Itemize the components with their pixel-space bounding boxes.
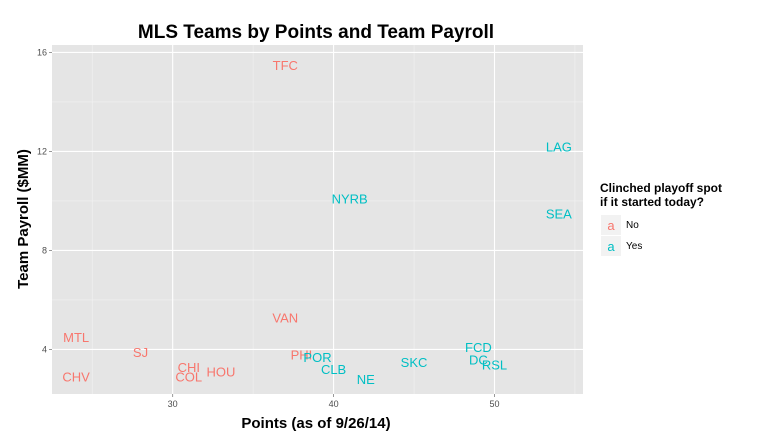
point-label-por: POR [303,350,331,365]
point-label-rsl: RSL [482,357,507,372]
x-tick-label: 40 [329,399,339,409]
legend-title-line-1: Clinched playoff spot [600,181,722,195]
point-label-lag: LAG [546,139,572,154]
chart-title: MLS Teams by Points and Team Payroll [138,22,494,43]
y-tick-label: 12 [37,146,47,156]
plot-panel-background [52,45,583,394]
point-label-col: COL [175,370,202,385]
y-tick-label: 8 [42,245,47,255]
legend-key-yes: a [607,239,615,254]
point-label-skc: SKC [401,355,428,370]
legend-title-line-2: if it started today? [600,195,704,209]
point-label-chv: CHV [62,370,90,385]
point-label-dc: DC [469,352,488,367]
point-label-sea: SEA [546,206,572,221]
y-tick-label: 16 [37,47,47,57]
legend-key-yes-bg [601,236,621,256]
legend-key-no-bg [601,215,621,235]
x-tick-label: 30 [168,399,178,409]
point-label-chi: CHI [178,360,200,375]
point-label-nyrb: NYRB [332,191,368,206]
point-label-hou: HOU [207,365,236,380]
y-tick-label: 4 [42,344,47,354]
legend-label-yes: Yes [626,241,642,252]
y-axis-title: Team Payroll ($MM) [15,149,32,289]
plot-area: 30 40 50 4 8 12 16 TFC VAN MTL SJ CHI HOU COL CHV PHI LA… [37,45,583,409]
point-label-clb: CLB [321,362,346,377]
x-axis-title: Points (as of 9/26/14) [241,415,390,432]
legend-label-no: No [626,220,639,231]
point-label-phi: PHI [291,347,313,362]
point-label-sj: SJ [133,345,148,360]
point-label-mtl: MTL [63,330,89,345]
x-tick-label: 50 [489,399,499,409]
point-label-ne: NE [357,372,375,387]
legend-key-no: a [607,218,615,233]
point-label-van: VAN [272,310,298,325]
legend: Clinched playoff spot if it started toda… [600,181,722,256]
point-label-fcd: FCD [465,340,492,355]
point-label-tfc: TFC [273,58,298,73]
